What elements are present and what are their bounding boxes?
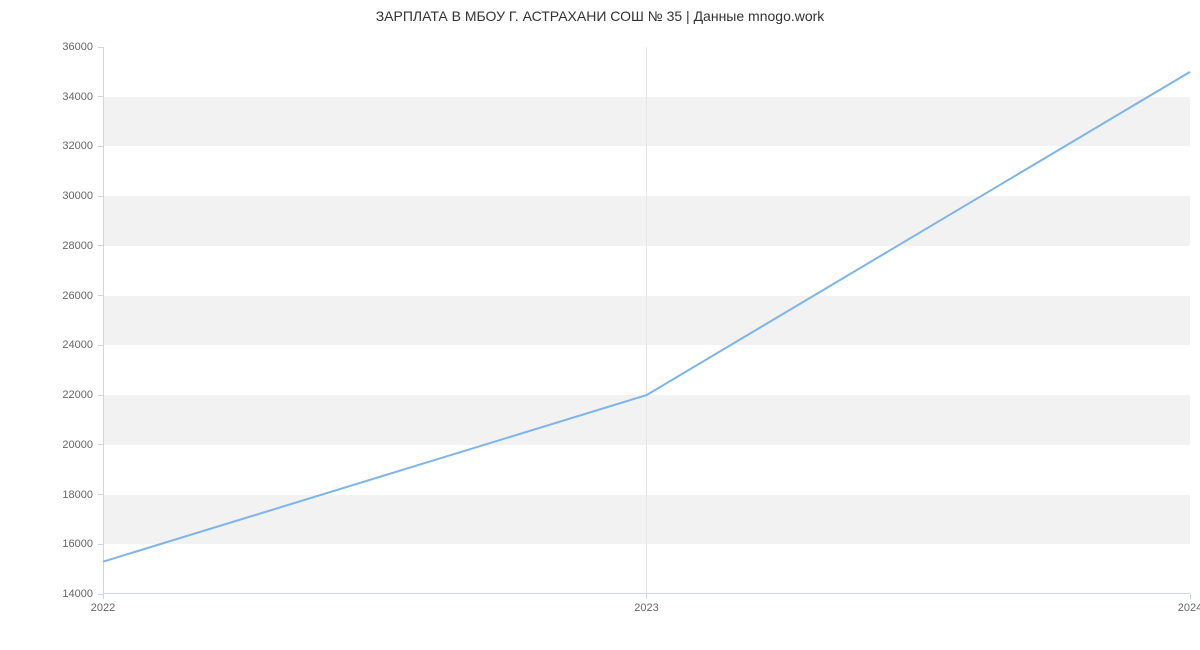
y-tick xyxy=(98,494,103,495)
y-axis-tick-label: 26000 xyxy=(53,290,93,302)
y-tick xyxy=(98,395,103,396)
chart-title: ЗАРПЛАТА В МБОУ Г. АСТРАХАНИ СОШ № 35 | … xyxy=(0,8,1200,24)
y-tick xyxy=(98,146,103,147)
salary-line-chart: ЗАРПЛАТА В МБОУ Г. АСТРАХАНИ СОШ № 35 | … xyxy=(0,0,1200,650)
x-axis-tick-label: 2022 xyxy=(91,602,115,614)
y-axis-tick-label: 36000 xyxy=(53,41,93,53)
x-axis-tick-label: 2024 xyxy=(1178,602,1200,614)
y-tick xyxy=(98,295,103,296)
y-axis-tick-label: 14000 xyxy=(53,588,93,600)
plot-area xyxy=(103,47,1190,594)
x-tick xyxy=(103,594,104,599)
y-tick xyxy=(98,96,103,97)
y-axis-tick-label: 16000 xyxy=(53,538,93,550)
y-tick xyxy=(98,245,103,246)
y-axis-tick-label: 30000 xyxy=(53,190,93,202)
x-tick xyxy=(646,594,647,599)
line-series xyxy=(103,47,1190,594)
y-axis-tick-label: 32000 xyxy=(53,140,93,152)
x-tick xyxy=(1190,594,1191,599)
x-axis-tick-label: 2023 xyxy=(634,602,658,614)
y-tick xyxy=(98,196,103,197)
y-axis-tick-label: 28000 xyxy=(53,240,93,252)
y-axis-tick-label: 34000 xyxy=(53,91,93,103)
y-axis-tick-label: 24000 xyxy=(53,339,93,351)
y-tick xyxy=(98,345,103,346)
y-axis-tick-label: 22000 xyxy=(53,389,93,401)
y-tick xyxy=(98,47,103,48)
y-tick xyxy=(98,444,103,445)
y-tick xyxy=(98,544,103,545)
y-axis-tick-label: 18000 xyxy=(53,489,93,501)
y-axis-tick-label: 20000 xyxy=(53,439,93,451)
series-line xyxy=(103,72,1190,562)
